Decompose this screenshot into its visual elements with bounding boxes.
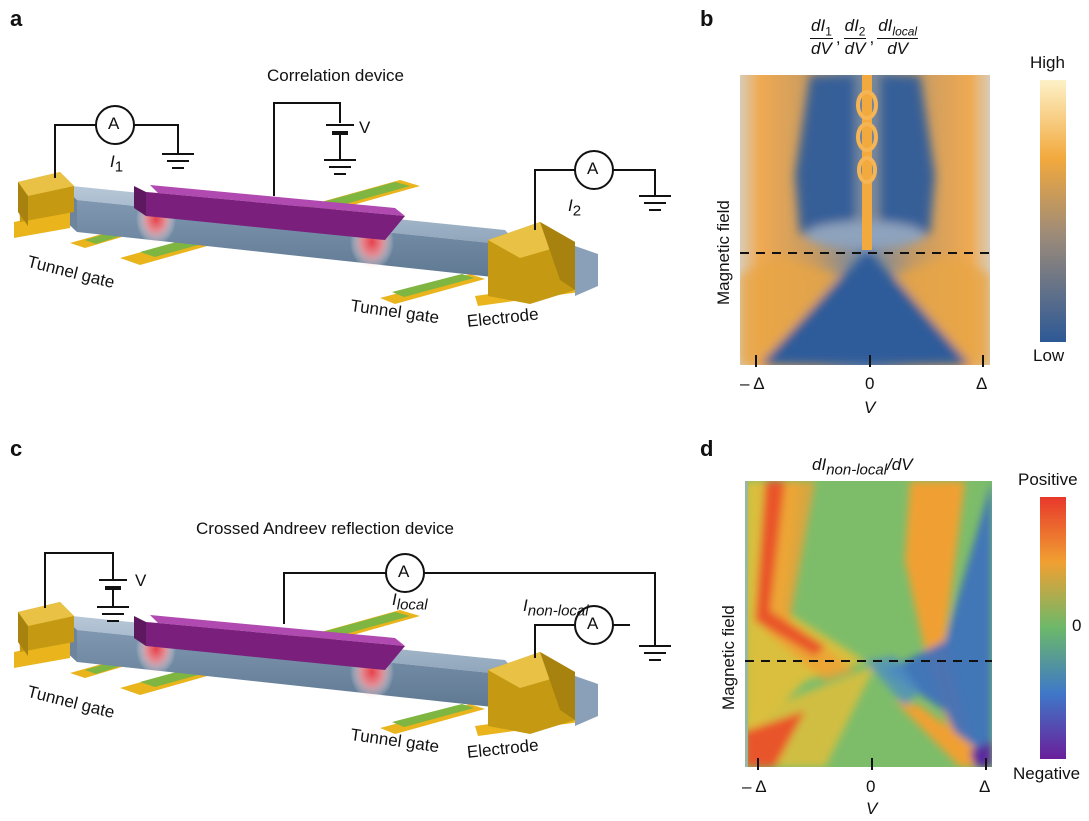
- tunnel-gate-right-strip-c: [380, 704, 485, 734]
- title-b: dI1 , dI2 , dIlocal dV dV dV: [810, 16, 919, 59]
- ammeter-right-a: [574, 150, 614, 190]
- ylabel-b: Magnetic field: [714, 200, 733, 305]
- colorbar-d: [1040, 497, 1066, 759]
- xtick-zero-b: 0: [865, 374, 875, 393]
- ammeter-right-label: A: [587, 159, 599, 178]
- xtick-minus-delta-b: – Δ: [740, 374, 765, 393]
- xtick-minus-delta-d: – Δ: [742, 777, 767, 796]
- car-device-diagram: [14, 552, 671, 736]
- ammeter-nonlocal-label: A: [587, 614, 599, 633]
- xtick-zero-d: 0: [866, 777, 876, 796]
- voltage-label-a: V: [359, 118, 371, 137]
- colorbar-negative-label: Negative: [1013, 764, 1081, 783]
- ground-symbols-c: [97, 606, 671, 661]
- xlabel-b: V: [864, 398, 876, 417]
- correlation-device-diagram: [14, 102, 671, 306]
- current-i1-label: I1: [110, 152, 124, 176]
- current-nonlocal-label: Inon-local: [523, 596, 589, 620]
- panel-letter-d: d: [700, 436, 714, 461]
- electrode-left-c: [14, 602, 74, 668]
- superconductor-bar-c: [134, 615, 405, 670]
- ammeter-local-c: [385, 553, 425, 593]
- colorbar-positive-label: Positive: [1018, 470, 1078, 489]
- panel-letter-a: a: [10, 6, 23, 31]
- battery-c: [99, 579, 127, 606]
- zero-bias-peak: [856, 75, 878, 250]
- circuit-lines-a: [54, 102, 656, 230]
- ylabel-d: Magnetic field: [719, 605, 738, 710]
- xlabel-d: V: [866, 799, 878, 818]
- ammeter-nonlocal-c: [574, 605, 614, 645]
- nonlocal-conductance-map: [745, 481, 992, 767]
- x-ticks-d: [757, 758, 987, 770]
- correlation-device-title: Correlation device: [267, 66, 405, 85]
- local-conductance-map: [740, 75, 990, 365]
- colorbar-low-label: Low: [1033, 346, 1065, 365]
- panel-letter-c: c: [10, 436, 23, 461]
- current-local-label: Ilocal: [392, 590, 428, 614]
- current-i2-label: I2: [568, 196, 582, 220]
- electrode-right: [475, 222, 598, 306]
- ammeter-local-label: A: [398, 562, 410, 581]
- xtick-delta-d: Δ: [979, 777, 991, 796]
- title-d: dInon-local/dV: [812, 455, 913, 479]
- x-ticks-b: [755, 355, 984, 367]
- panel-letter-b: b: [700, 6, 714, 31]
- colorbar-b: [1040, 80, 1066, 342]
- tunnel-gate-right-strip: [380, 274, 485, 304]
- electrode-left: [14, 172, 74, 238]
- xtick-delta-b: Δ: [976, 374, 988, 393]
- battery-a: [326, 124, 354, 160]
- ammeter-left-label: A: [108, 114, 120, 133]
- car-device-title: Crossed Andreev reflection device: [196, 519, 454, 538]
- electrode-right-c: [475, 652, 598, 736]
- voltage-label-c: V: [135, 571, 147, 590]
- colorbar-high-label: High: [1030, 53, 1065, 72]
- superconductor-bar: [134, 185, 405, 240]
- colorbar-zero-label: 0: [1072, 616, 1082, 635]
- ammeter-left-a: [95, 105, 135, 145]
- circuit-lines-c: [44, 552, 656, 658]
